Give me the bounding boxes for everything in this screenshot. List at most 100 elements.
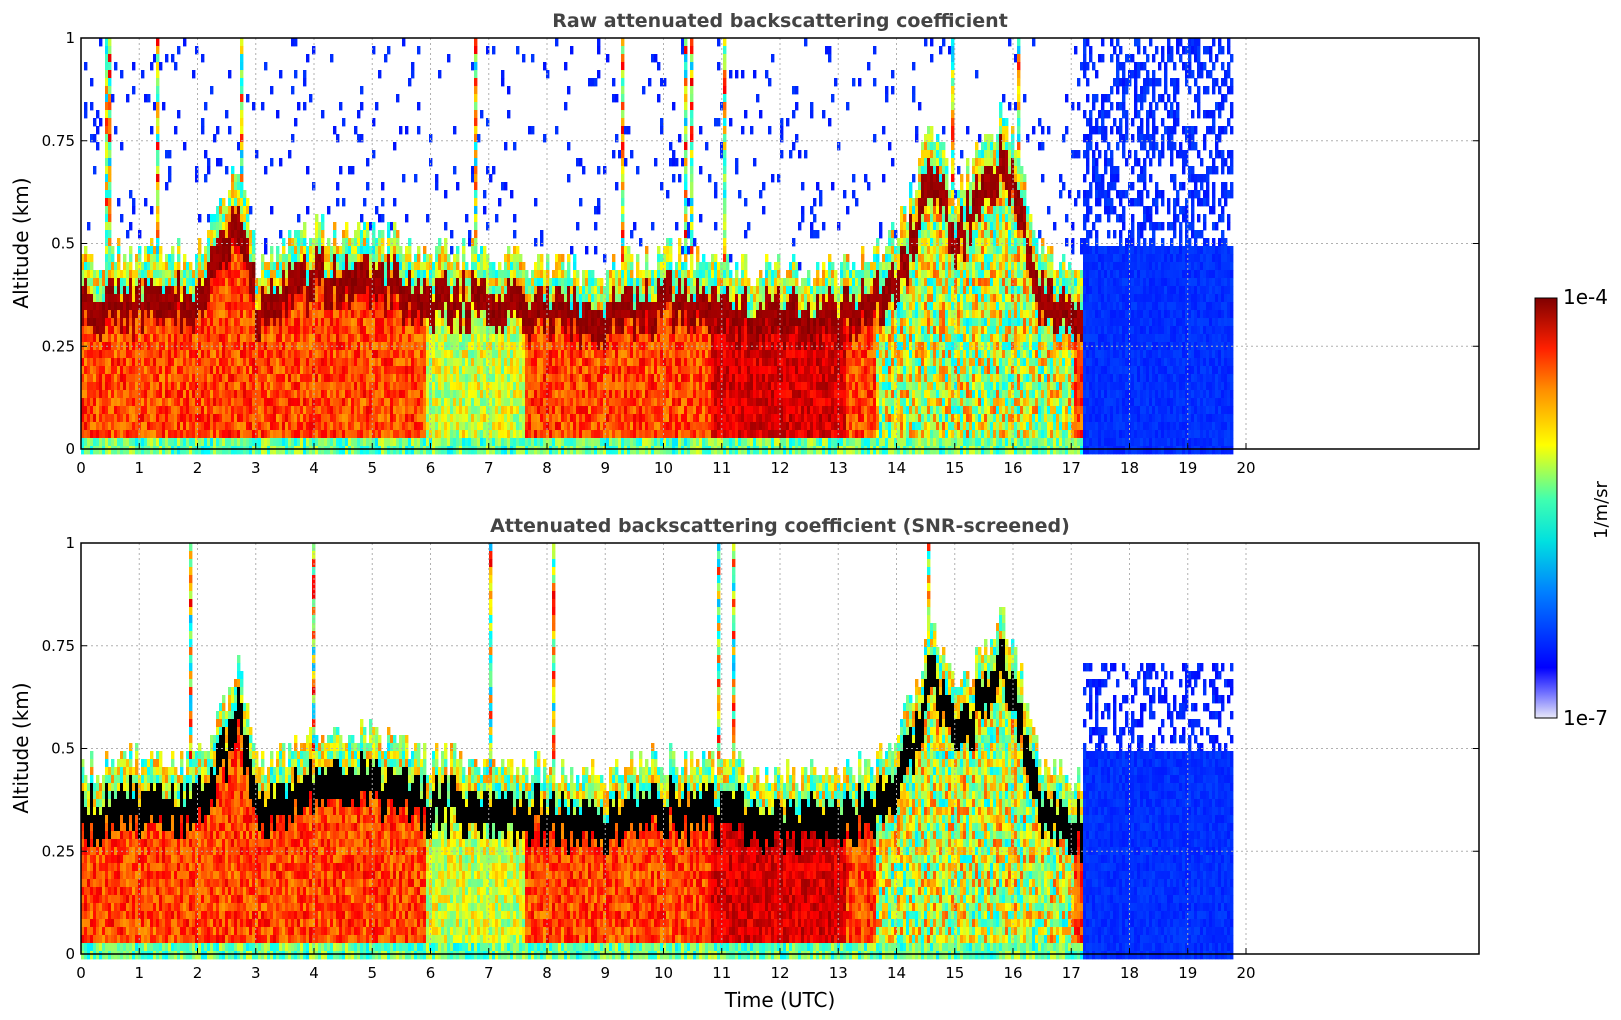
heatmap-cell — [309, 366, 313, 375]
heatmap-cell — [204, 374, 208, 383]
heatmap-cell — [318, 366, 322, 375]
heatmap-cell — [372, 398, 376, 407]
heatmap-cell — [132, 390, 136, 399]
heatmap-cell — [531, 326, 535, 335]
heatmap-cell — [282, 438, 286, 447]
heatmap-cell — [372, 366, 376, 375]
heatmap-cell — [156, 390, 160, 399]
heatmap-cell — [567, 438, 571, 447]
heatmap-cell — [462, 246, 466, 255]
heatmap-cell — [474, 318, 478, 327]
heatmap-cell — [543, 382, 547, 391]
heatmap-cell — [222, 334, 226, 343]
heatmap-cell — [108, 142, 112, 151]
heatmap-cell — [273, 390, 277, 399]
heatmap-cell — [96, 438, 100, 447]
heatmap-cell — [126, 374, 130, 383]
heatmap-cell — [516, 310, 520, 319]
heatmap-cell — [198, 214, 202, 223]
heatmap-cell — [441, 310, 445, 319]
heatmap-cell — [513, 382, 517, 391]
heatmap-cell — [597, 206, 601, 215]
heatmap-cell — [507, 302, 511, 311]
heatmap-cell — [252, 358, 256, 367]
heatmap-cell — [90, 382, 94, 391]
heatmap-cell — [414, 286, 418, 295]
heatmap-cell — [222, 254, 226, 263]
heatmap-cell — [405, 246, 409, 255]
heatmap-cell — [129, 390, 133, 399]
heatmap-cell — [399, 334, 403, 343]
heatmap-cell — [288, 342, 292, 351]
heatmap-cell — [261, 438, 265, 447]
heatmap-cell — [558, 278, 562, 287]
heatmap-cell — [105, 286, 109, 295]
heatmap-cell — [423, 406, 427, 415]
heatmap-cell — [306, 422, 310, 431]
heatmap-cell — [606, 318, 610, 327]
heatmap-cell — [333, 222, 337, 231]
heatmap-cell — [528, 126, 532, 135]
heatmap-cell — [135, 406, 139, 415]
heatmap-cell — [255, 310, 259, 319]
heatmap-cell — [474, 334, 478, 343]
heatmap-cell — [324, 302, 328, 311]
heatmap-cell — [540, 278, 544, 287]
heatmap-cell — [117, 286, 121, 295]
heatmap-cell — [483, 438, 487, 447]
heatmap-cell — [237, 142, 241, 151]
heatmap-cell — [147, 286, 151, 295]
heatmap-cell — [231, 254, 235, 263]
heatmap-cell — [240, 286, 244, 295]
heatmap-cell — [165, 318, 169, 327]
heatmap-cell — [525, 406, 529, 415]
heatmap-cell — [411, 382, 415, 391]
heatmap-cell — [522, 398, 526, 407]
heatmap-cell — [372, 238, 376, 247]
heatmap-cell — [243, 446, 247, 455]
heatmap-cell — [126, 334, 130, 343]
heatmap-cell — [612, 430, 616, 439]
heatmap-cell — [381, 278, 385, 287]
heatmap-cell — [123, 278, 127, 287]
heatmap-cell — [447, 374, 451, 383]
heatmap-cell — [327, 334, 331, 343]
heatmap-cell — [216, 390, 220, 399]
heatmap-cell — [126, 326, 130, 335]
heatmap-cell — [228, 262, 232, 271]
heatmap-cell — [153, 358, 157, 367]
heatmap-cell — [570, 278, 574, 287]
heatmap-cell — [417, 310, 421, 319]
heatmap-cell — [129, 414, 133, 423]
heatmap-cell — [579, 446, 583, 455]
heatmap-cell — [354, 286, 358, 295]
heatmap-cell — [396, 398, 400, 407]
heatmap-cell — [207, 342, 211, 351]
heatmap-cell — [105, 310, 109, 319]
heatmap-cell — [156, 166, 160, 175]
heatmap-cell — [264, 286, 268, 295]
heatmap-cell — [135, 414, 139, 423]
heatmap-cell — [600, 318, 604, 327]
heatmap-cell — [579, 390, 583, 399]
heatmap-cell — [120, 350, 124, 359]
heatmap-cell — [117, 198, 121, 207]
heatmap-cell — [330, 334, 334, 343]
heatmap-cell — [189, 430, 193, 439]
heatmap-cell — [438, 302, 442, 311]
heatmap-cell — [435, 334, 439, 343]
heatmap-cell — [456, 366, 460, 375]
heatmap-cell — [105, 446, 109, 455]
heatmap-cell — [117, 366, 121, 375]
heatmap-cell — [603, 334, 607, 343]
heatmap-cell — [579, 294, 583, 303]
heatmap-cell — [240, 150, 244, 159]
heatmap-cell — [204, 422, 208, 431]
heatmap-cell — [339, 278, 343, 287]
heatmap-cell — [216, 294, 220, 303]
heatmap-cell — [561, 358, 565, 367]
heatmap-cell — [366, 438, 370, 447]
heatmap-cell — [396, 430, 400, 439]
heatmap-cell — [225, 334, 229, 343]
heatmap-cell — [417, 246, 421, 255]
